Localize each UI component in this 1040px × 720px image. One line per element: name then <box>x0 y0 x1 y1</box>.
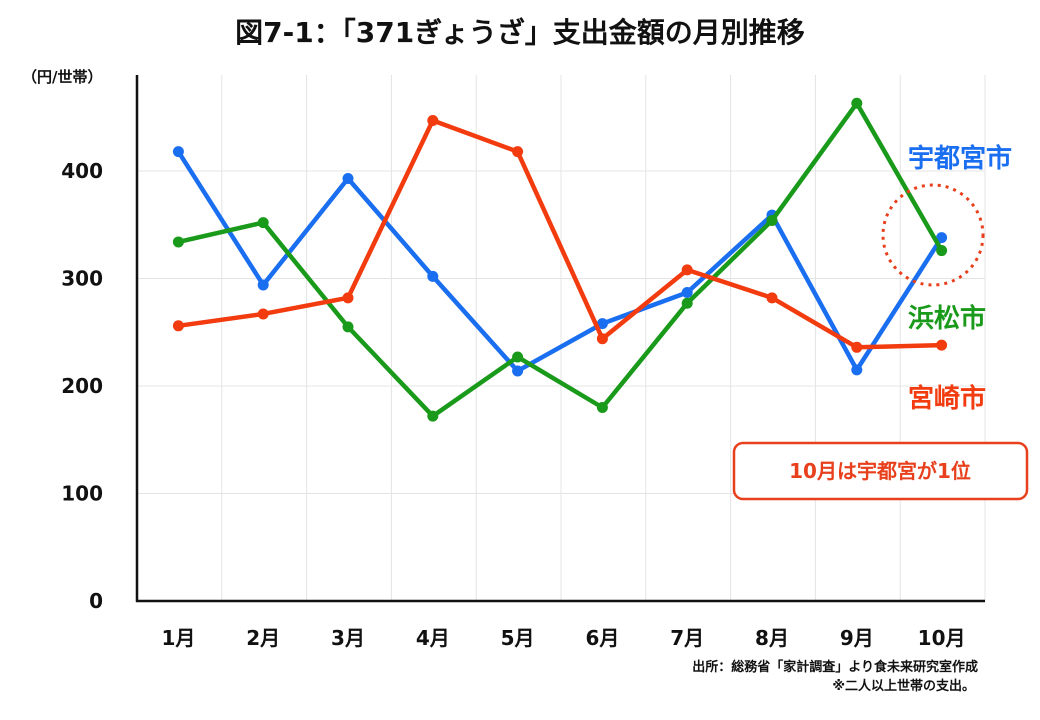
x-tick-label: 5月 <box>501 626 535 650</box>
data-point <box>596 318 608 330</box>
data-point <box>851 341 863 353</box>
x-tick-label: 3月 <box>331 626 365 650</box>
legend-utsunomiya: 宇都宮市 <box>908 143 1012 174</box>
data-point <box>257 279 269 291</box>
data-point <box>766 214 778 226</box>
data-point <box>512 351 524 363</box>
data-point <box>172 236 184 248</box>
x-tick-label: 2月 <box>246 626 280 650</box>
footnote: ※二人以上世帯の支出。 <box>832 678 975 694</box>
gridlines <box>137 75 986 601</box>
legend-miyazaki: 宮崎市 <box>908 383 986 414</box>
data-point <box>342 321 354 333</box>
data-point <box>596 402 608 413</box>
y-axis-label: （円/世帯） <box>22 68 102 86</box>
axes <box>135 75 985 603</box>
data-point <box>342 292 354 304</box>
x-tick-label: 10月 <box>918 626 966 650</box>
y-tick-label: 0 <box>89 589 103 613</box>
data-point <box>851 364 863 376</box>
data-point <box>936 245 948 257</box>
y-tick-label: 300 <box>61 267 103 291</box>
y-tick-label: 400 <box>61 159 103 183</box>
data-point <box>342 173 354 185</box>
x-tick-label: 7月 <box>670 626 704 650</box>
data-point <box>512 365 524 377</box>
data-point <box>681 297 693 309</box>
data-point <box>766 292 778 304</box>
x-tick-label: 1月 <box>161 626 195 650</box>
data-point <box>172 146 184 158</box>
callout-box <box>732 441 1029 501</box>
data-point <box>427 114 439 126</box>
y-tick-label: 100 <box>61 482 103 506</box>
series-line <box>178 118 942 350</box>
tick-labels: 0 100 200 300 400 1月 2月 3月 4月 5月 6月 7月 8月 9月 10月 <box>61 159 965 650</box>
data-point <box>172 320 184 332</box>
data-point <box>427 270 439 282</box>
highlight-circle <box>881 183 985 287</box>
data-point <box>257 217 269 229</box>
data-point <box>596 333 608 345</box>
source-note: 出所：総務省「家計調査」より食未来研究室作成 <box>692 659 978 675</box>
y-tick-label: 200 <box>61 374 103 398</box>
data-point <box>681 264 693 276</box>
series-line <box>177 101 944 419</box>
data-point <box>936 339 948 351</box>
x-tick-label: 9月 <box>840 626 874 650</box>
data-point <box>427 410 439 422</box>
data-point <box>681 286 693 298</box>
x-tick-label: 4月 <box>416 626 450 650</box>
series-line <box>176 150 944 374</box>
data-point <box>512 146 524 158</box>
data-point <box>851 97 863 109</box>
data-point <box>936 232 948 244</box>
x-tick-label: 6月 <box>585 626 619 650</box>
callout-text: 10月は宇都宮が1位 <box>789 459 971 483</box>
legend-hamamatsu: 浜松市 <box>908 303 986 334</box>
x-tick-label: 8月 <box>755 626 789 650</box>
data-point <box>257 308 269 320</box>
series-lines <box>172 97 948 422</box>
chart-title: 図7-1：「371ぎょうざ」支出金額の月別推移 <box>235 16 805 49</box>
